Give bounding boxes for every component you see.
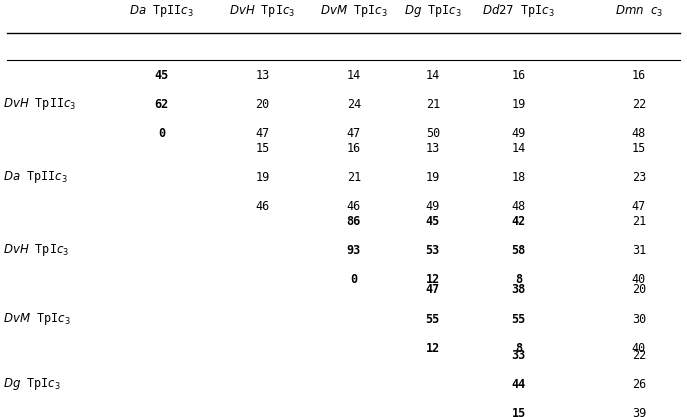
Text: 33: 33 <box>512 349 526 362</box>
Text: 47: 47 <box>347 127 361 140</box>
Text: 40: 40 <box>632 273 646 286</box>
Text: 42: 42 <box>512 214 526 228</box>
Text: 0: 0 <box>158 127 165 140</box>
Text: 48: 48 <box>632 127 646 140</box>
Text: $\it{Dg}$ TpI$\it{c}$$_3$: $\it{Dg}$ TpI$\it{c}$$_3$ <box>404 3 462 19</box>
Text: 21: 21 <box>632 214 646 228</box>
Text: 40: 40 <box>632 342 646 355</box>
Text: 47: 47 <box>256 127 269 140</box>
Text: 93: 93 <box>347 244 361 257</box>
Text: 50: 50 <box>426 127 440 140</box>
Text: 16: 16 <box>632 68 646 82</box>
Text: 47: 47 <box>426 283 440 296</box>
Text: 13: 13 <box>426 141 440 155</box>
Text: $\it{DvM}$ TpI$\it{c}$$_3$: $\it{DvM}$ TpI$\it{c}$$_3$ <box>320 3 387 19</box>
Text: 8: 8 <box>515 342 522 355</box>
Text: $\it{Dg}$ TpI$\it{c}$$_3$: $\it{Dg}$ TpI$\it{c}$$_3$ <box>3 377 61 392</box>
Text: 22: 22 <box>632 349 646 362</box>
Text: 55: 55 <box>512 312 526 326</box>
Text: 13: 13 <box>256 68 269 82</box>
Text: 23: 23 <box>632 171 646 184</box>
Text: $\it{Dmn}$ $\it{c}$$_3$: $\it{Dmn}$ $\it{c}$$_3$ <box>615 4 663 19</box>
Text: 49: 49 <box>512 127 526 140</box>
Text: 46: 46 <box>347 200 361 213</box>
Text: 14: 14 <box>347 68 361 82</box>
Text: 24: 24 <box>347 98 361 111</box>
Text: 19: 19 <box>256 171 269 184</box>
Text: $\it{DvH}$ TpII$\it{c}$$_3$: $\it{DvH}$ TpII$\it{c}$$_3$ <box>3 96 77 112</box>
Text: 53: 53 <box>426 244 440 257</box>
Text: 55: 55 <box>426 312 440 326</box>
Text: 22: 22 <box>632 98 646 111</box>
Text: $\it{DvM}$ TpI$\it{c}$$_3$: $\it{DvM}$ TpI$\it{c}$$_3$ <box>3 311 71 327</box>
Text: $\it{Da}$ TpII$\it{c}$$_3$: $\it{Da}$ TpII$\it{c}$$_3$ <box>129 3 194 19</box>
Text: 45: 45 <box>155 68 168 82</box>
Text: 16: 16 <box>512 68 526 82</box>
Text: 20: 20 <box>256 98 269 111</box>
Text: 18: 18 <box>512 171 526 184</box>
Text: 58: 58 <box>512 244 526 257</box>
Text: 15: 15 <box>256 141 269 155</box>
Text: 86: 86 <box>347 214 361 228</box>
Text: 20: 20 <box>632 283 646 296</box>
Text: 47: 47 <box>632 200 646 213</box>
Text: $\it{DvH}$ TpI$\it{c}$$_3$: $\it{DvH}$ TpI$\it{c}$$_3$ <box>229 3 295 19</box>
Text: 21: 21 <box>426 98 440 111</box>
Text: 12: 12 <box>426 273 440 286</box>
Text: 14: 14 <box>426 68 440 82</box>
Text: 0: 0 <box>350 273 357 286</box>
Text: $\it{Dd27}$ TpI$\it{c}$$_3$: $\it{Dd27}$ TpI$\it{c}$$_3$ <box>482 2 555 19</box>
Text: 26: 26 <box>632 378 646 391</box>
Text: $\it{Da}$ TpII$\it{c}$$_3$: $\it{Da}$ TpII$\it{c}$$_3$ <box>3 169 68 185</box>
Text: 39: 39 <box>632 407 646 417</box>
Text: 12: 12 <box>426 342 440 355</box>
Text: 49: 49 <box>426 200 440 213</box>
Text: 38: 38 <box>512 283 526 296</box>
Text: 30: 30 <box>632 312 646 326</box>
Text: 19: 19 <box>426 171 440 184</box>
Text: 16: 16 <box>347 141 361 155</box>
Text: 14: 14 <box>512 141 526 155</box>
Text: $\it{DvH}$ TpI$\it{c}$$_3$: $\it{DvH}$ TpI$\it{c}$$_3$ <box>3 242 69 258</box>
Text: 8: 8 <box>515 273 522 286</box>
Text: 45: 45 <box>426 214 440 228</box>
Text: 21: 21 <box>347 171 361 184</box>
Text: 31: 31 <box>632 244 646 257</box>
Text: 62: 62 <box>155 98 168 111</box>
Text: 46: 46 <box>256 200 269 213</box>
Text: 19: 19 <box>512 98 526 111</box>
Text: 15: 15 <box>632 141 646 155</box>
Text: 44: 44 <box>512 378 526 391</box>
Text: 15: 15 <box>512 407 526 417</box>
Text: 48: 48 <box>512 200 526 213</box>
